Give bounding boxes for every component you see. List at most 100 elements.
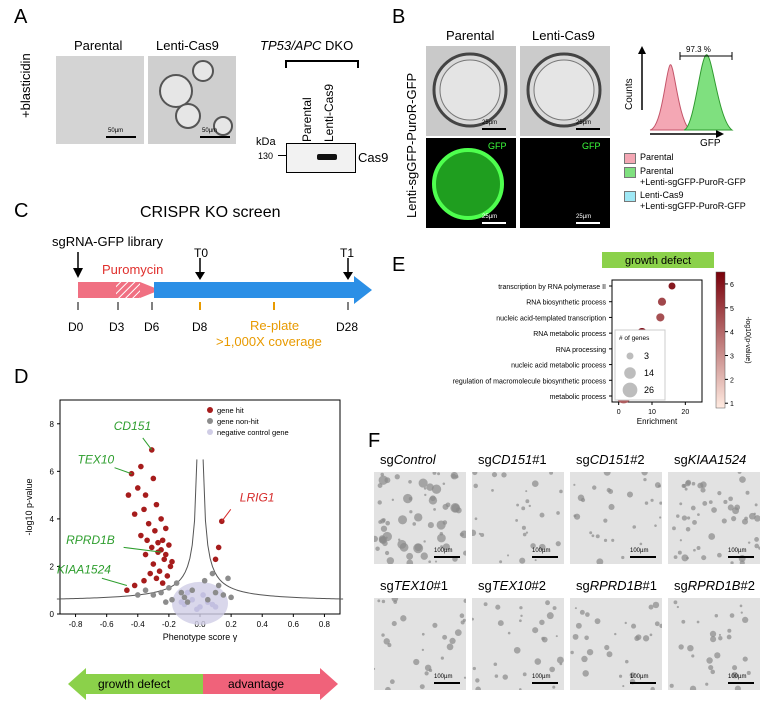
organoid	[506, 554, 510, 557]
organoid	[463, 598, 466, 603]
organoid	[731, 516, 737, 522]
panel-label-e: E	[392, 254, 406, 276]
organoid	[574, 607, 577, 610]
organoid	[708, 664, 714, 671]
organoid	[530, 543, 536, 549]
annotation-leader	[101, 577, 128, 586]
organoid	[711, 507, 717, 513]
organoid	[377, 599, 381, 603]
scale-bar	[434, 556, 460, 558]
annotation-leader	[123, 546, 162, 553]
organoid	[549, 666, 555, 673]
b-gfp-label-2: GFP	[582, 141, 601, 151]
organoid	[478, 532, 481, 535]
organoid	[450, 472, 459, 480]
organoid	[381, 599, 386, 604]
volcano-legend-marker	[207, 418, 213, 424]
organoid	[442, 543, 450, 551]
gene-hit-point	[164, 573, 171, 579]
f-organoid-image: 100µm	[668, 598, 760, 690]
organoid	[642, 635, 650, 642]
organoid	[534, 658, 542, 665]
organoid	[708, 500, 713, 505]
organoid	[732, 665, 738, 671]
gene-hit-point	[142, 492, 149, 498]
organoid	[572, 633, 579, 640]
flow-legend-item: Parental +Lenti-sgGFP-PuroR-GFP	[624, 166, 764, 188]
organoid	[629, 672, 636, 678]
b-row-label: Lenti-sgGFP-PuroR-GFP	[404, 72, 419, 218]
organoid	[525, 490, 528, 493]
volcano-legend-label: gene non-hit	[217, 417, 260, 426]
category-label: RNA processing	[556, 347, 606, 354]
day-d6: D6	[144, 320, 160, 334]
organoid	[513, 646, 521, 654]
organoid	[472, 472, 478, 476]
organoid	[706, 657, 713, 664]
organoid	[742, 616, 749, 624]
organoid	[377, 483, 383, 488]
organoid	[374, 535, 378, 543]
f-label-part: TEX10	[491, 578, 532, 593]
organoid	[742, 656, 748, 662]
gene-non-hit-point	[162, 599, 169, 605]
organoid	[442, 503, 449, 510]
organoid	[534, 559, 537, 562]
panel-label-c: C	[14, 200, 29, 222]
f-label-part: sg	[674, 578, 688, 593]
f-organoid-image: 100µm	[374, 598, 466, 690]
organoid	[717, 491, 722, 496]
panel-label-b: B	[392, 6, 406, 28]
organoid	[539, 619, 545, 626]
scale-bar-label: 100µm	[630, 674, 649, 680]
gene-hit-point	[153, 575, 160, 582]
organoid	[700, 487, 706, 493]
organoid	[681, 515, 688, 521]
organoid	[475, 686, 481, 690]
organoid	[734, 685, 742, 690]
organoid	[406, 552, 414, 560]
organoid	[442, 482, 446, 486]
day-d3: D3	[109, 320, 125, 334]
organoid	[654, 524, 657, 527]
a-lenticas9-image: 50µm	[148, 56, 236, 144]
organoid	[519, 557, 526, 564]
organoid	[710, 669, 716, 675]
organoid	[591, 534, 595, 538]
arrow-advantage: advantage	[228, 677, 285, 691]
organoid	[621, 555, 625, 560]
scale-bar	[630, 682, 656, 684]
organoid	[685, 480, 691, 487]
gene-non-hit-point	[134, 592, 141, 598]
organoid	[428, 668, 433, 672]
organoid	[691, 654, 695, 658]
category-label: transcription by RNA polymerase II	[498, 284, 606, 291]
b-col2-label: Lenti-Cas9	[532, 28, 595, 43]
organoid	[718, 636, 723, 641]
organoid	[676, 514, 680, 518]
a-row-label: +blasticidin	[18, 53, 33, 118]
f-label-part: KIAA1524	[687, 452, 747, 467]
f-condition-label: sgControl	[380, 452, 436, 467]
organoid	[652, 601, 660, 609]
organoid	[375, 546, 380, 551]
scale-bar	[532, 682, 558, 684]
organoid	[696, 546, 701, 550]
flow-legend-item: Lenti-Cas9 +Lenti-sgGFP-PuroR-GFP	[624, 190, 764, 212]
organoid	[754, 503, 758, 507]
gene-non-hit-point	[189, 587, 196, 594]
colorbar-tick-label: 4	[730, 330, 734, 337]
organoid	[586, 648, 594, 656]
organoid	[618, 674, 623, 678]
plot-frame	[59, 399, 341, 615]
gene-hit-point	[155, 539, 161, 546]
organoid	[575, 622, 582, 629]
volcano-legend-label: negative control gene	[217, 428, 289, 437]
organoid	[480, 532, 485, 538]
organoid	[378, 535, 386, 543]
organoid	[442, 520, 448, 525]
f-image-grid: sgControl 100µm sgCD151#1 100µm sgCD151#2 100…	[374, 452, 766, 698]
x-tick-label: -0.4	[131, 620, 145, 629]
scale-bar-label: 100µm	[728, 548, 747, 554]
organoid	[732, 507, 740, 515]
